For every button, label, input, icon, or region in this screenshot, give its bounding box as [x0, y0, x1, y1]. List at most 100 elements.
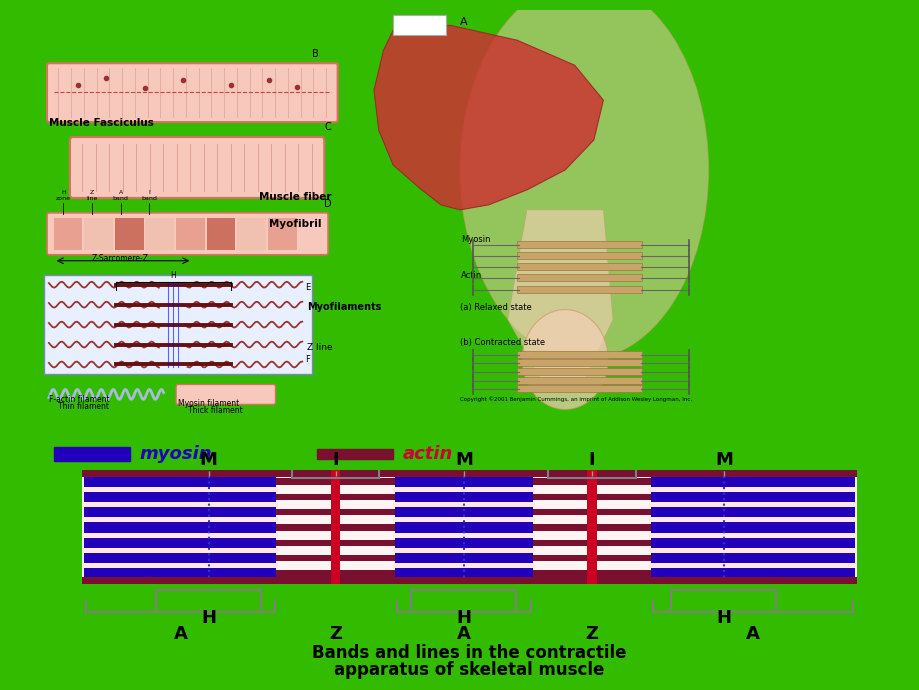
- Bar: [85, 538, 276, 548]
- Text: apparatus of skeletal muscle: apparatus of skeletal muscle: [334, 661, 604, 679]
- Text: H
zone: H zone: [56, 190, 71, 201]
- Text: I
band: I band: [142, 190, 157, 201]
- Bar: [651, 522, 854, 533]
- Text: Myofibril: Myofibril: [268, 219, 321, 229]
- Text: M: M: [454, 451, 472, 469]
- FancyBboxPatch shape: [47, 63, 337, 122]
- Bar: [651, 538, 854, 548]
- Text: I: I: [588, 451, 595, 469]
- Text: Myofilaments: Myofilaments: [307, 302, 381, 312]
- Bar: [237, 218, 266, 250]
- Bar: [85, 492, 276, 502]
- Bar: [176, 218, 205, 250]
- Text: Actin: Actin: [460, 270, 482, 279]
- Bar: [516, 359, 641, 366]
- Bar: [586, 470, 596, 584]
- Text: A
band: A band: [112, 190, 129, 201]
- Bar: [83, 475, 856, 579]
- Bar: [394, 569, 532, 579]
- Bar: [85, 540, 854, 546]
- Text: Z line: Z line: [307, 342, 333, 351]
- Text: Myosin: Myosin: [460, 235, 490, 244]
- Text: Myosin filament: Myosin filament: [177, 400, 239, 408]
- Text: Bands and lines in the contractile: Bands and lines in the contractile: [312, 644, 626, 662]
- Text: A: A: [460, 17, 467, 28]
- Text: (a) Relaxed state: (a) Relaxed state: [460, 303, 531, 312]
- Bar: [85, 493, 854, 500]
- Text: A: A: [745, 625, 759, 644]
- Bar: [394, 538, 532, 548]
- Bar: [267, 218, 296, 250]
- Bar: [83, 470, 856, 477]
- Bar: [516, 386, 641, 393]
- Text: Muscle fiber: Muscle fiber: [259, 192, 332, 202]
- Bar: [85, 476, 276, 486]
- Text: H: H: [456, 609, 471, 627]
- Bar: [651, 492, 854, 502]
- Polygon shape: [373, 26, 603, 210]
- Text: H: H: [716, 609, 731, 627]
- Text: M: M: [714, 451, 732, 469]
- Bar: [516, 241, 641, 248]
- FancyBboxPatch shape: [47, 213, 328, 255]
- Text: Muscle Fasciculus: Muscle Fasciculus: [49, 118, 153, 128]
- Bar: [53, 218, 83, 250]
- Bar: [85, 522, 276, 533]
- Bar: [516, 275, 641, 282]
- Text: Z: Z: [329, 625, 342, 644]
- Bar: [394, 553, 532, 563]
- FancyBboxPatch shape: [70, 137, 323, 198]
- Bar: [516, 368, 641, 375]
- Text: D: D: [323, 199, 332, 209]
- Bar: [516, 377, 641, 384]
- Ellipse shape: [522, 310, 607, 409]
- Text: H: H: [201, 609, 216, 627]
- Bar: [394, 522, 532, 533]
- Bar: [85, 553, 276, 563]
- Text: C: C: [323, 122, 331, 132]
- Text: Z: Z: [584, 625, 597, 644]
- Bar: [207, 218, 235, 250]
- Text: (b) Contracted state: (b) Contracted state: [460, 337, 545, 346]
- Text: B: B: [312, 49, 318, 59]
- Text: Z
line: Z line: [86, 190, 97, 201]
- Bar: [651, 569, 854, 579]
- Bar: [651, 507, 854, 518]
- Bar: [516, 351, 641, 357]
- Text: H: H: [170, 270, 176, 279]
- Bar: [331, 470, 340, 584]
- Bar: [516, 286, 641, 293]
- Bar: [85, 507, 276, 518]
- Bar: [394, 492, 532, 502]
- Text: Thick filament: Thick filament: [187, 406, 242, 415]
- Bar: [85, 569, 276, 579]
- Bar: [316, 449, 392, 459]
- Bar: [278, 475, 392, 579]
- FancyBboxPatch shape: [176, 384, 275, 404]
- Text: myosin: myosin: [140, 445, 212, 463]
- Text: Z-Sarcomere-Z: Z-Sarcomere-Z: [92, 254, 149, 263]
- Bar: [115, 218, 143, 250]
- Bar: [53, 447, 130, 460]
- Bar: [392, 15, 445, 35]
- Text: I: I: [332, 451, 339, 469]
- Bar: [83, 577, 856, 584]
- Ellipse shape: [460, 0, 708, 359]
- Text: A: A: [174, 625, 187, 644]
- Text: A: A: [457, 625, 471, 644]
- Bar: [394, 507, 532, 518]
- Bar: [534, 475, 649, 579]
- Bar: [85, 570, 854, 577]
- Text: F-actin filament: F-actin filament: [49, 395, 109, 404]
- Bar: [516, 252, 641, 259]
- Bar: [85, 524, 854, 531]
- Bar: [85, 218, 113, 250]
- Bar: [145, 218, 174, 250]
- Bar: [44, 275, 312, 375]
- Text: M: M: [199, 451, 217, 469]
- Bar: [394, 476, 532, 486]
- Bar: [85, 478, 854, 485]
- Text: F: F: [305, 355, 310, 364]
- Bar: [85, 509, 854, 515]
- Text: Thin filament: Thin filament: [59, 402, 109, 411]
